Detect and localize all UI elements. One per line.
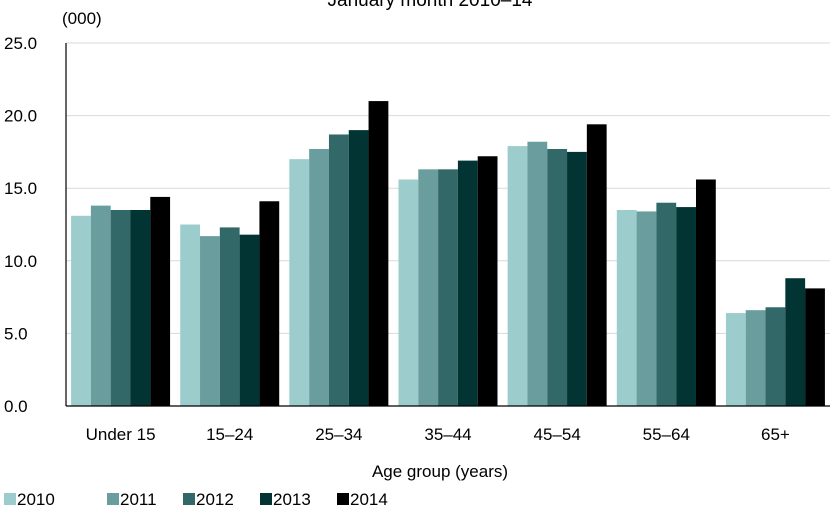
bar-2014-1 <box>259 201 280 406</box>
x-tick-labels: Under 15 15–24 25–34 35–44 45–54 55–64 65+ <box>86 425 790 444</box>
y-tick-labels: 0.0 5.0 10.0 15.0 20.0 25.0 <box>4 34 37 416</box>
bar-2012-5 <box>656 202 677 406</box>
bar-2013-1 <box>239 234 260 406</box>
legend-label-2012: 2012 <box>196 490 234 509</box>
bar-2010-5 <box>616 209 637 406</box>
x-tick-label: 25–34 <box>315 425 362 444</box>
legend-label-2014: 2014 <box>350 490 388 509</box>
bar-2014-0 <box>150 196 171 406</box>
legend: 2010 2011 2012 2013 2014 <box>4 490 388 509</box>
bar-2013-3 <box>457 160 478 406</box>
bar-2010-2 <box>289 159 310 406</box>
bar-2013-0 <box>130 209 151 406</box>
bar-2013-6 <box>785 278 806 406</box>
y-tick-label: 10.0 <box>4 252 37 271</box>
bar-2011-6 <box>745 310 766 406</box>
bar-2014-6 <box>805 288 825 406</box>
legend-swatch-2010 <box>4 493 16 505</box>
bar-2014-2 <box>368 101 389 406</box>
x-tick-label: 35–44 <box>424 425 471 444</box>
y-tick-label: 5.0 <box>4 324 28 343</box>
bar-2013-4 <box>567 151 587 406</box>
bar-2013-5 <box>676 207 696 406</box>
bar-2012-4 <box>547 148 568 406</box>
x-tick-label: 45–54 <box>534 425 581 444</box>
bar-2011-4 <box>527 141 548 406</box>
x-tick-label: 15–24 <box>206 425 253 444</box>
legend-label-2013: 2013 <box>273 490 311 509</box>
y-tick-label: 25.0 <box>4 34 37 53</box>
bar-2011-3 <box>418 169 439 406</box>
x-axis-title: Age group (years) <box>372 462 508 481</box>
bar-2012-0 <box>110 209 131 406</box>
bar-2013-2 <box>348 130 369 406</box>
x-tick-label: 55–64 <box>643 425 690 444</box>
legend-swatch-2011 <box>107 493 119 505</box>
legend-label-2010: 2010 <box>17 490 55 509</box>
bar-2011-1 <box>200 236 220 406</box>
bar-2011-0 <box>90 205 111 406</box>
bar-2012-2 <box>328 134 349 406</box>
y-tick-label: 15.0 <box>4 179 37 198</box>
chart-title: January month 2010–14 <box>328 0 533 11</box>
bar-2010-3 <box>398 179 419 406</box>
bar-2011-5 <box>636 211 657 406</box>
y-tick-label: 0.0 <box>4 397 28 416</box>
x-tick-label: Under 15 <box>86 425 156 444</box>
bar-2014-3 <box>477 156 498 406</box>
bar-2012-3 <box>438 169 458 406</box>
legend-label-2011: 2011 <box>120 490 157 509</box>
bar-2014-4 <box>586 124 607 406</box>
legend-swatch-2012 <box>183 493 195 505</box>
bar-2011-2 <box>309 148 329 406</box>
bar-2010-6 <box>725 313 746 406</box>
legend-swatch-2013 <box>260 493 272 505</box>
bars <box>71 101 825 407</box>
bar-2012-6 <box>765 307 786 406</box>
bar-2010-4 <box>507 146 528 407</box>
x-tick-label: 65+ <box>761 425 790 444</box>
bar-2010-0 <box>71 215 91 406</box>
unit-label: (000) <box>62 9 102 28</box>
bar-2012-1 <box>219 227 240 406</box>
y-tick-label: 20.0 <box>4 107 37 126</box>
bar-2014-5 <box>695 179 716 406</box>
legend-swatch-2014 <box>337 493 349 505</box>
bar-2010-1 <box>180 224 201 406</box>
